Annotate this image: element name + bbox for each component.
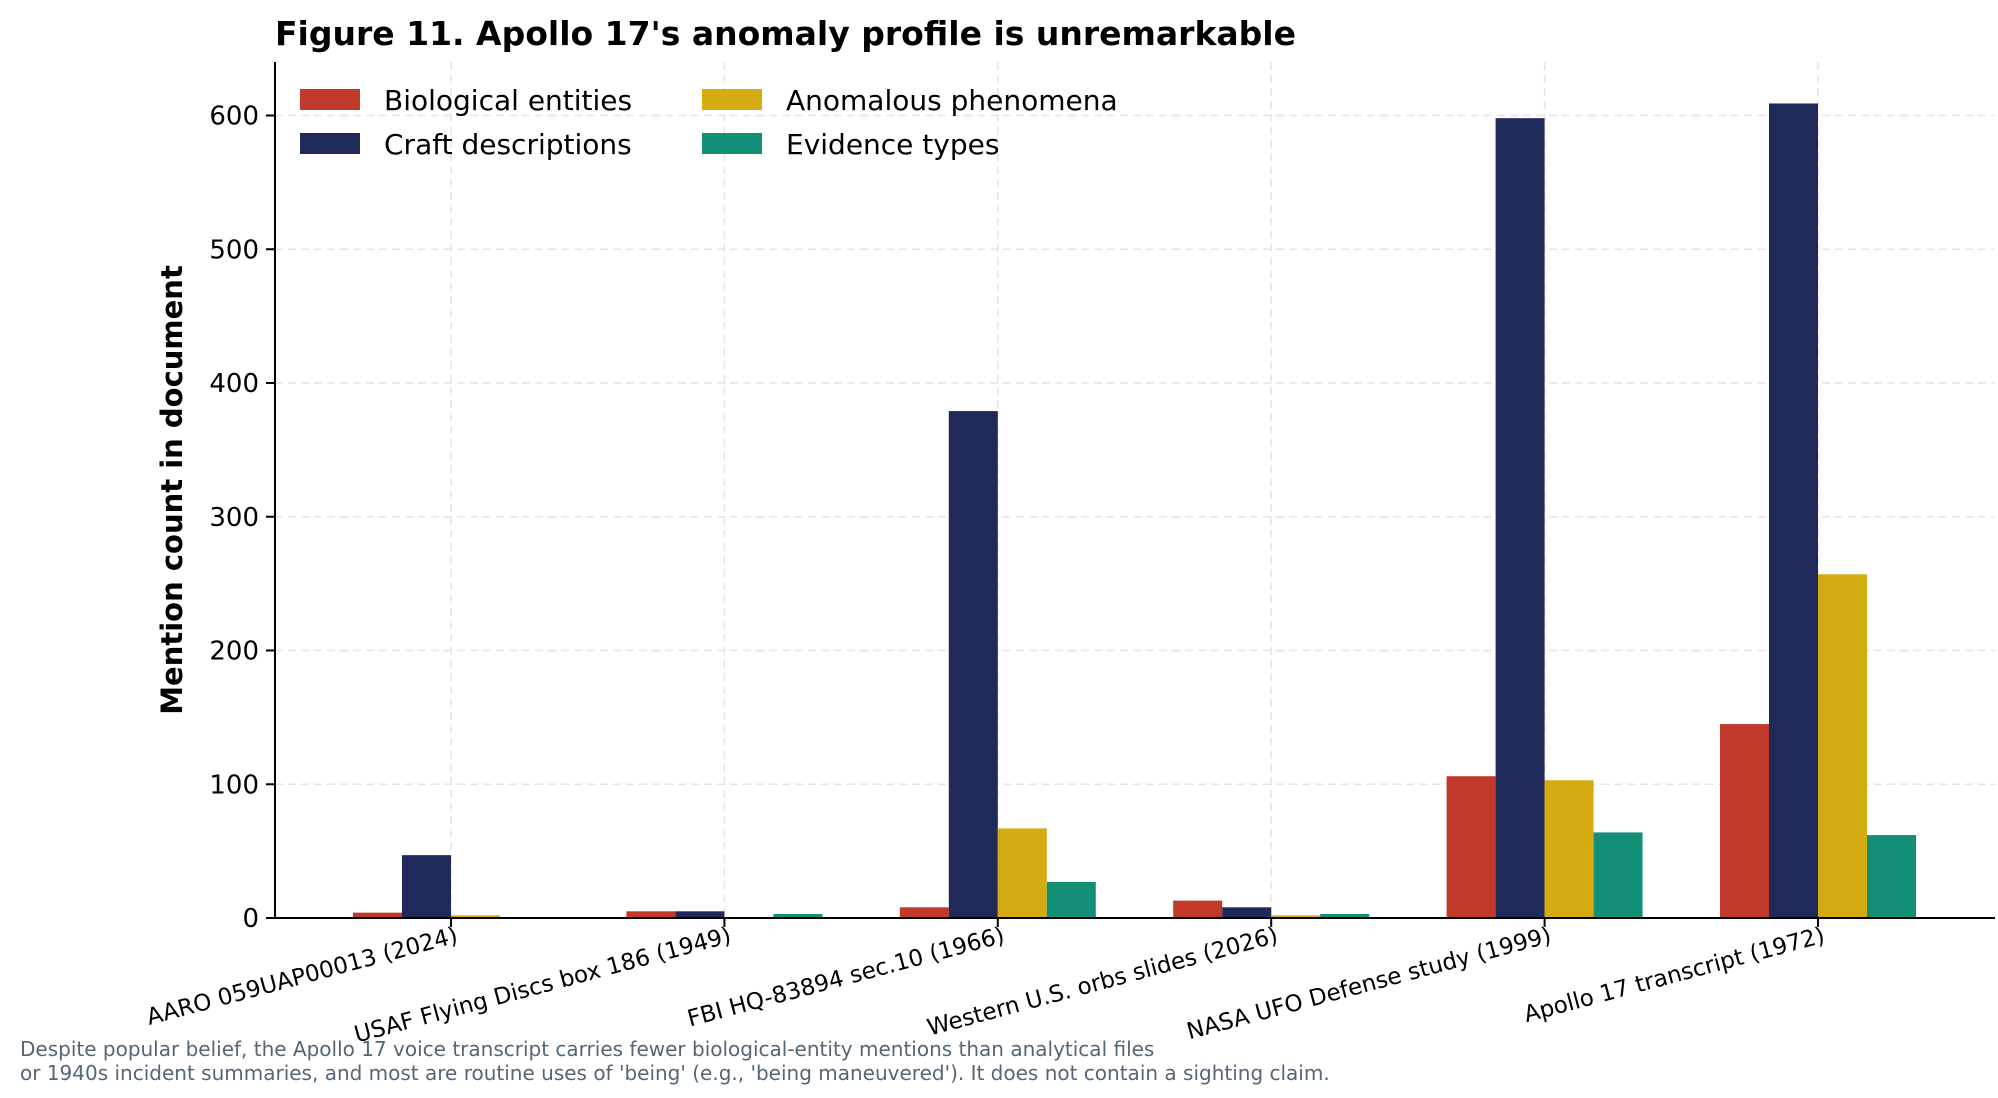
caption-line-1: Despite popular belief, the Apollo 17 vo… xyxy=(20,1037,1154,1061)
bar-evidence-types xyxy=(1867,835,1916,918)
bar-evidence-types xyxy=(773,913,823,918)
axes xyxy=(266,62,1995,927)
bar-anomalous-phenomena xyxy=(1544,780,1594,918)
legend-label-craft-descriptions: Craft descriptions xyxy=(384,128,632,161)
x-tick-label: Apollo 17 transcript (1972) xyxy=(1521,923,1827,1028)
bar-evidence-types xyxy=(1046,881,1096,918)
y-tick-label: 0 xyxy=(242,904,259,934)
bar-evidence-types xyxy=(1320,913,1370,918)
bar-biological-entities xyxy=(1720,724,1769,918)
chart-title: Figure 11. Apollo 17's anomaly profile i… xyxy=(275,14,1296,53)
bar-craft-descriptions xyxy=(1495,118,1545,919)
bar-craft-descriptions xyxy=(402,855,451,918)
legend-swatch-anomalous-phenomena xyxy=(702,89,762,110)
legend-label-anomalous-phenomena: Anomalous phenomena xyxy=(786,84,1118,117)
legend-swatch-craft-descriptions xyxy=(300,133,360,154)
gridlines xyxy=(275,62,1995,918)
bar-craft-descriptions xyxy=(675,911,725,918)
legend-swatch-biological-entities xyxy=(300,89,360,110)
legend-label-evidence-types: Evidence types xyxy=(786,128,999,161)
bars xyxy=(353,103,1916,919)
bar-anomalous-phenomena xyxy=(451,915,500,918)
y-tick-label: 300 xyxy=(209,503,259,533)
y-axis-label: Mention count in document xyxy=(155,265,189,715)
bar-craft-descriptions xyxy=(1222,907,1272,918)
y-tick-label: 100 xyxy=(209,770,259,800)
legend: Biological entities Craft descriptions Ano… xyxy=(300,84,1118,161)
bar-biological-entities xyxy=(626,911,676,918)
bar-craft-descriptions xyxy=(1769,103,1818,918)
legend-label-biological-entities: Biological entities xyxy=(384,84,632,117)
y-tick-label: 600 xyxy=(209,102,259,132)
bar-anomalous-phenomena xyxy=(997,828,1047,918)
bar-biological-entities xyxy=(353,912,402,918)
bar-anomalous-phenomena xyxy=(1818,574,1867,918)
bar-biological-entities xyxy=(1173,900,1223,918)
bar-evidence-types xyxy=(1593,832,1643,918)
y-tick-label: 400 xyxy=(209,369,259,399)
caption-line-2: or 1940s incident summaries, and most ar… xyxy=(20,1061,1330,1085)
bar-craft-descriptions xyxy=(948,411,998,918)
y-tick-label: 500 xyxy=(209,235,259,265)
y-tick-label: 200 xyxy=(209,637,259,667)
bar-biological-entities xyxy=(1446,776,1496,918)
legend-swatch-evidence-types xyxy=(702,133,762,154)
bar-anomalous-phenomena xyxy=(1271,915,1321,918)
bar-biological-entities xyxy=(899,907,949,918)
